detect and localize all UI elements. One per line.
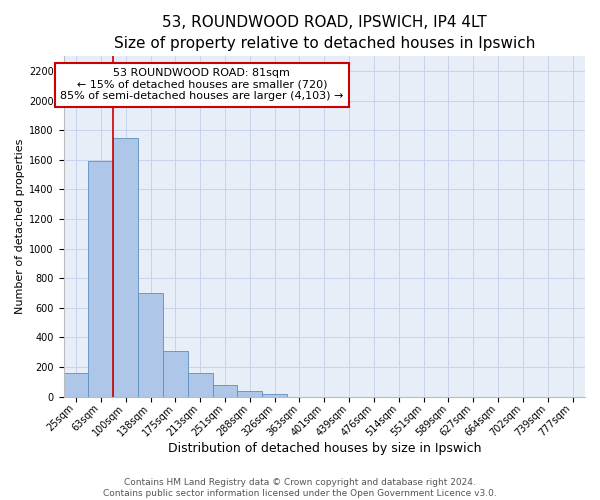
Title: 53, ROUNDWOOD ROAD, IPSWICH, IP4 4LT
Size of property relative to detached house: 53, ROUNDWOOD ROAD, IPSWICH, IP4 4LT Siz… [113, 15, 535, 51]
Bar [64, 373, 88, 396]
Text: 53 ROUNDWOOD ROAD: 81sqm
← 15% of detached houses are smaller (720)
85% of semi-: 53 ROUNDWOOD ROAD: 81sqm ← 15% of detach… [60, 68, 343, 102]
Y-axis label: Number of detached properties: Number of detached properties [15, 139, 25, 314]
Bar [138, 293, 163, 397]
Bar [163, 350, 188, 397]
Bar [262, 394, 287, 396]
Bar [238, 390, 262, 396]
Bar [113, 138, 138, 396]
Text: Contains HM Land Registry data © Crown copyright and database right 2024.
Contai: Contains HM Land Registry data © Crown c… [103, 478, 497, 498]
Bar [88, 162, 113, 396]
Bar [188, 373, 212, 396]
X-axis label: Distribution of detached houses by size in Ipswich: Distribution of detached houses by size … [167, 442, 481, 455]
Bar [212, 384, 238, 396]
